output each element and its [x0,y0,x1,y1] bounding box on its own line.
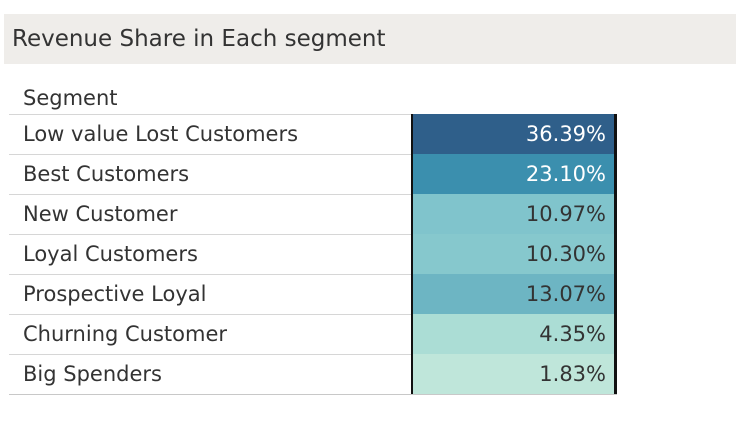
value-cell: 10.30% [411,234,617,274]
value-cell: 4.35% [411,314,617,354]
row-divider [9,234,411,235]
table-row: Low value Lost Customers 36.39% [9,114,617,154]
segment-label: Loyal Customers [23,242,198,266]
table-row: Big Spenders 1.83% [9,354,617,394]
value-label: 10.30% [525,242,606,266]
segment-column-header: Segment [23,86,118,110]
row-divider [9,274,411,275]
value-cell: 10.97% [411,194,617,234]
table-row: Prospective Loyal 13.07% [9,274,617,314]
segment-label: Best Customers [23,162,190,186]
value-cell: 36.39% [411,114,617,154]
table-row: New Customer 10.97% [9,194,617,234]
value-label: 4.35% [539,322,606,346]
chart-title: Revenue Share in Each segment [12,26,386,52]
value-cell: 23.10% [411,154,617,194]
table-row: Loyal Customers 10.30% [9,234,617,274]
row-divider [9,314,411,315]
value-cell: 13.07% [411,274,617,314]
value-label: 13.07% [525,282,606,306]
table-bottom-divider [9,394,617,395]
row-divider [9,154,411,155]
value-label: 1.83% [539,362,606,386]
segment-label: Churning Customer [23,322,228,346]
value-cell: 1.83% [411,354,617,394]
segment-label: Big Spenders [23,362,162,386]
table-row: Churning Customer 4.35% [9,314,617,354]
segment-label: New Customer [23,202,178,226]
value-label: 10.97% [525,202,606,226]
segment-label: Low value Lost Customers [23,122,299,146]
title-bar: Revenue Share in Each segment [4,14,736,64]
row-divider [9,194,411,195]
table-row: Best Customers 23.10% [9,154,617,194]
row-divider [9,354,411,355]
row-divider [9,114,411,115]
value-label: 23.10% [525,162,606,186]
value-label: 36.39% [525,122,606,146]
segment-label: Prospective Loyal [23,282,207,306]
